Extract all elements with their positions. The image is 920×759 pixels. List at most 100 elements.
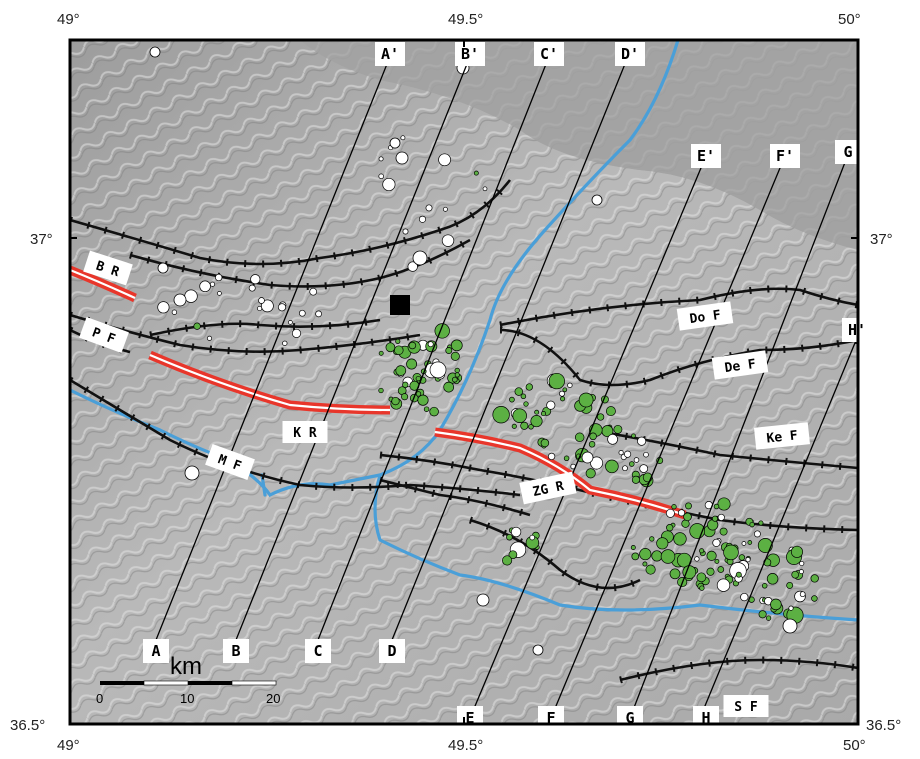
earthquake-224 <box>631 475 640 484</box>
earthquake-282 <box>184 465 200 481</box>
fault-label-1: P F <box>79 316 129 354</box>
earthquake-249 <box>309 287 318 296</box>
earthquake-15 <box>454 367 460 374</box>
earthquake-76 <box>567 382 573 388</box>
scale-tick-20: 20 <box>266 691 280 706</box>
fault-label-box-0 <box>83 250 133 286</box>
profile-label-end-3: D' <box>621 45 639 63</box>
earthquake-231 <box>508 550 518 560</box>
earthquake-81 <box>605 406 616 417</box>
earthquake-237 <box>510 526 522 538</box>
earthquake-196 <box>791 570 800 579</box>
profile-label-end-4: E' <box>697 147 715 165</box>
earthquake-137 <box>677 509 686 517</box>
fault-7 <box>499 328 858 387</box>
red-fault-core-0 <box>70 268 136 300</box>
earthquake-62 <box>528 424 534 430</box>
fault-label-box-2 <box>205 443 255 481</box>
fault-label-box-8 <box>723 695 769 717</box>
earthquake-57 <box>511 423 517 429</box>
earthquake-263 <box>400 135 406 141</box>
earthquake-268 <box>442 206 448 212</box>
earthquake-229 <box>633 457 640 463</box>
profile-label-end-5-box <box>770 144 800 168</box>
profile-label-end-4-box <box>691 144 721 168</box>
fault-label-text-8: S F <box>734 700 758 715</box>
fault-label-box-7 <box>753 422 811 450</box>
profile-label-start-2-box <box>305 639 331 663</box>
fault-label-text-0: B R <box>94 259 121 281</box>
earthquake-97 <box>589 432 597 441</box>
earthquake-206 <box>618 450 624 456</box>
profile-label-end-0: A' <box>381 45 399 63</box>
earthquake-94 <box>534 409 540 415</box>
earthquake-275 <box>441 234 455 247</box>
earthquake-116 <box>651 550 663 562</box>
earthquake-211 <box>629 461 635 467</box>
earthquake-262 <box>407 261 418 272</box>
profile-label-start-3: D <box>387 642 396 660</box>
earthquake-193 <box>811 595 818 602</box>
earthquake-163 <box>699 548 705 554</box>
profile-label-start-2: C <box>313 642 322 660</box>
earthquake-250 <box>193 322 201 330</box>
earthquake-36 <box>402 381 409 388</box>
profile-label-end-1-box <box>455 42 485 66</box>
earthquake-143 <box>649 536 655 542</box>
profile-line-7 <box>699 337 858 719</box>
profile-label-start-0-box <box>143 639 169 663</box>
earthquake-274 <box>473 170 479 176</box>
fault-2 <box>70 313 421 353</box>
earthquake-88 <box>560 396 566 402</box>
earthquake-254 <box>315 310 322 318</box>
earthquake-191 <box>799 560 805 567</box>
earthquake-37 <box>378 350 384 356</box>
earthquake-151 <box>716 578 731 592</box>
earthquake-265 <box>378 156 384 162</box>
profile-label-start-7: H <box>701 709 710 727</box>
earthquake-113 <box>717 497 731 511</box>
frame-ticks <box>70 40 858 724</box>
red-fault-core-2 <box>434 430 686 517</box>
earthquake-145 <box>665 508 675 518</box>
fault-label-2: M F <box>205 443 255 481</box>
x-tick-top-50: 50° <box>838 11 861 28</box>
earthquake-213 <box>637 436 647 446</box>
earthquake-169 <box>723 544 739 561</box>
earthquake-166 <box>758 520 764 526</box>
earthquake-228 <box>622 465 628 472</box>
earthquake-141 <box>683 512 692 522</box>
earthquake-257 <box>184 289 198 303</box>
earthquake-21 <box>394 345 404 355</box>
earthquake-278 <box>389 137 401 149</box>
earthquake-130 <box>749 521 755 528</box>
profile-label-start-3-box <box>379 639 405 663</box>
earthquake-286 <box>173 293 187 307</box>
earthquake-124 <box>630 545 636 550</box>
earthquake-177 <box>761 583 768 589</box>
earthquake-199 <box>799 591 806 598</box>
fault-4 <box>149 318 381 337</box>
earthquake-239 <box>529 534 535 541</box>
earthquake-83 <box>548 372 565 390</box>
earthquake-173 <box>699 585 705 591</box>
red-fault-core-1 <box>149 353 391 412</box>
earthquake-25 <box>427 341 434 348</box>
earthquake-252 <box>199 280 211 293</box>
profile-label-end-3-box <box>615 42 645 66</box>
earthquake-93 <box>596 413 605 421</box>
earthquake-40 <box>450 351 460 361</box>
earthquake-19 <box>378 387 384 394</box>
earthquake-156 <box>669 568 681 580</box>
earthquake-243 <box>209 281 216 287</box>
fault-lines <box>70 177 858 684</box>
earthquake-174 <box>642 561 648 567</box>
earthquake-198 <box>788 605 794 611</box>
earthquake-227 <box>643 451 649 458</box>
earthquake-133 <box>696 572 707 583</box>
earthquake-140 <box>660 549 676 564</box>
earthquake-284 <box>532 644 544 656</box>
earthquake-280 <box>591 194 603 206</box>
